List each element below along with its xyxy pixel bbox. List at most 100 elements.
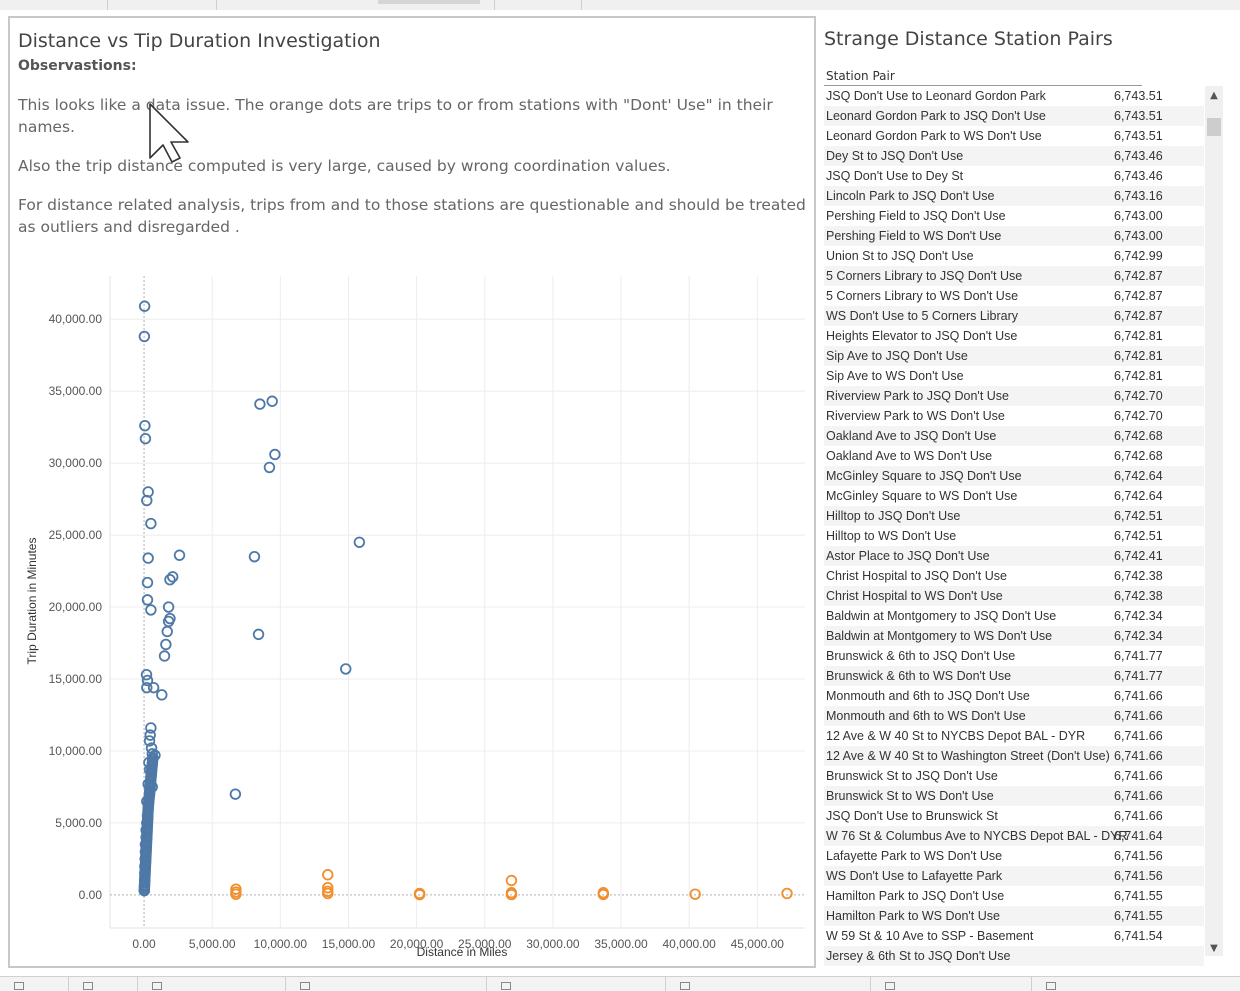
- scatter-point[interactable]: [160, 638, 172, 651]
- sheet-tab[interactable]: [69, 977, 138, 991]
- scatter-point[interactable]: [145, 517, 157, 530]
- table-row[interactable]: Pershing Field to WS Don't Use 6,743.00: [824, 226, 1204, 246]
- table-row[interactable]: Oakland Ave to WS Don't Use 6,742.68: [824, 446, 1204, 466]
- table-row[interactable]: Jersey & 6th St to JSQ Don't Use: [824, 946, 1204, 966]
- table-row[interactable]: Christ Hospital to JSQ Don't Use 6,742.38: [824, 566, 1204, 586]
- scatter-point[interactable]: [141, 795, 153, 808]
- table-row[interactable]: Union St to JSQ Don't Use 6,742.99: [824, 246, 1204, 266]
- scatter-point[interactable]: [144, 729, 156, 741]
- sheet-tab[interactable]: [286, 977, 487, 991]
- scatter-point[interactable]: [322, 887, 334, 900]
- table-row[interactable]: 12 Ave & W 40 St to Washington Street (D…: [824, 746, 1204, 766]
- scatter-point[interactable]: [142, 552, 154, 564]
- scatter-point[interactable]: [149, 749, 161, 761]
- table-row[interactable]: McGinley Square to JSQ Don't Use 6,742.64: [824, 466, 1204, 486]
- scatter-point[interactable]: [141, 810, 154, 822]
- table-row[interactable]: W 59 St & 10 Ave to SSP - Basement 6,741.…: [824, 926, 1204, 946]
- sheet-tab[interactable]: [0, 977, 69, 991]
- table-row[interactable]: Hilltop to JSQ Don't Use 6,742.51: [824, 506, 1204, 526]
- scatter-point[interactable]: [138, 880, 151, 892]
- scatter-point[interactable]: [142, 802, 154, 815]
- scatter-point[interactable]: [141, 576, 154, 589]
- scatter-point[interactable]: [140, 831, 152, 844]
- table-row[interactable]: Heights Elevator to JSQ Don't Use 6,742.8…: [824, 326, 1204, 346]
- chevron-up-icon[interactable]: ▲: [1210, 90, 1218, 101]
- table-row[interactable]: Hamilton Park to WS Don't Use 6,741.55: [824, 906, 1204, 926]
- table-row[interactable]: McGinley Square to WS Don't Use 6,742.64: [824, 486, 1204, 506]
- table-row[interactable]: Dey St to JSQ Don't Use 6,743.46: [824, 146, 1204, 166]
- scatter-point[interactable]: [141, 594, 154, 606]
- scatter-point[interactable]: [139, 867, 151, 880]
- table-row[interactable]: Monmouth and 6th to WS Don't Use 6,741.66: [824, 706, 1204, 726]
- table-row[interactable]: Leonard Gordon Park to JSQ Don't Use 6,74…: [824, 106, 1204, 126]
- table-row[interactable]: Brunswick St to WS Don't Use 6,741.66: [824, 786, 1204, 806]
- scatter-point[interactable]: [597, 888, 610, 901]
- scatter-point[interactable]: [140, 668, 153, 681]
- scatter-point[interactable]: [139, 846, 152, 858]
- top-tab[interactable]: [217, 0, 495, 10]
- table-row[interactable]: Brunswick & 6th to WS Don't Use 6,741.77: [824, 666, 1204, 686]
- scroll-thumb[interactable]: [1207, 118, 1221, 136]
- sheet-tab[interactable]: [1032, 977, 1240, 991]
- table-row[interactable]: JSQ Don't Use to Brunswick St 6,741.66: [824, 806, 1204, 826]
- top-tab[interactable]: [108, 0, 217, 10]
- table-row[interactable]: Brunswick St to JSQ Don't Use 6,741.66: [824, 766, 1204, 786]
- table-row[interactable]: JSQ Don't Use to Leonard Gordon Park 6,74…: [824, 86, 1204, 106]
- table-row[interactable]: Leonard Gordon Park to WS Don't Use 6,743…: [824, 126, 1204, 146]
- scatter-point[interactable]: [139, 432, 152, 445]
- scatter-point[interactable]: [143, 735, 156, 747]
- scatter-point[interactable]: [141, 674, 154, 687]
- scatter-point[interactable]: [140, 824, 152, 836]
- table-row[interactable]: 5 Corners Library to JSQ Don't Use 6,742.…: [824, 266, 1204, 286]
- table-row[interactable]: Baldwin at Montgomery to WS Don't Use 6,7…: [824, 626, 1204, 646]
- sheet-tab[interactable]: [487, 977, 666, 991]
- table-row[interactable]: Riverview Park to WS Don't Use 6,742.70: [824, 406, 1204, 426]
- table-row[interactable]: Pershing Field to JSQ Don't Use 6,743.00: [824, 206, 1204, 226]
- table-row[interactable]: Riverview Park to JSQ Don't Use 6,742.70: [824, 386, 1204, 406]
- scatter-point[interactable]: [161, 625, 173, 638]
- sheet-tab[interactable]: [666, 977, 871, 991]
- table-row[interactable]: Lincoln Park to JSQ Don't Use 6,743.16: [824, 186, 1204, 206]
- scatter-point[interactable]: [145, 604, 157, 616]
- table-row[interactable]: Monmouth and 6th to JSQ Don't Use 6,741.6…: [824, 686, 1204, 706]
- scatter-point[interactable]: [269, 448, 281, 461]
- top-tab[interactable]: [0, 0, 108, 10]
- scatter-point[interactable]: [139, 838, 152, 851]
- scatter-point[interactable]: [141, 817, 153, 829]
- top-tab-selected[interactable]: [378, 0, 480, 4]
- table-row[interactable]: Christ Hospital to WS Don't Use 6,742.38: [824, 586, 1204, 606]
- scatter-point[interactable]: [164, 573, 176, 586]
- table-row[interactable]: Astor Place to JSQ Don't Use 6,742.41: [824, 546, 1204, 566]
- table-row[interactable]: WS Don't Use to Lafayette Park 6,741.56: [824, 866, 1204, 886]
- scatter-point[interactable]: [266, 395, 278, 407]
- scatter-point[interactable]: [145, 722, 157, 734]
- table-row[interactable]: Hilltop to WS Don't Use 6,742.51: [824, 526, 1204, 546]
- scatter-point[interactable]: [156, 689, 168, 701]
- table-row[interactable]: WS Don't Use to 5 Corners Library 6,742.8…: [824, 306, 1204, 326]
- scatter-point[interactable]: [143, 763, 156, 776]
- scatter-point[interactable]: [353, 536, 366, 548]
- scatter-point[interactable]: [505, 888, 518, 901]
- table-row[interactable]: Sip Ave to WS Don't Use 6,742.81: [824, 366, 1204, 386]
- scatter-point[interactable]: [162, 601, 175, 613]
- table-row[interactable]: JSQ Don't Use to Dey St 6,743.46: [824, 166, 1204, 186]
- column-header-station-pair[interactable]: Station Pair: [826, 69, 895, 83]
- scatter-point[interactable]: [689, 888, 701, 900]
- station-pairs-table[interactable]: JSQ Don't Use to Leonard Gordon Park 6,74…: [824, 86, 1204, 966]
- table-row[interactable]: Baldwin at Montgomery to JSQ Don't Use 6,…: [824, 606, 1204, 626]
- table-row[interactable]: Oakland Ave to JSQ Don't Use 6,742.68: [824, 426, 1204, 446]
- top-tab[interactable]: [495, 0, 582, 10]
- table-row[interactable]: Sip Ave to JSQ Don't Use 6,742.81: [824, 346, 1204, 366]
- table-row[interactable]: 5 Corners Library to WS Don't Use 6,742.8…: [824, 286, 1204, 306]
- scatter-point[interactable]: [229, 788, 242, 800]
- scatter-point[interactable]: [139, 853, 151, 865]
- scatter-point[interactable]: [781, 887, 793, 900]
- scatter-chart[interactable]: 0.00 5,000.00 10,000.00 15,000.00 20,000.00 2…: [10, 256, 814, 966]
- scatter-point[interactable]: [173, 549, 186, 561]
- scatter-point[interactable]: [146, 781, 158, 793]
- chevron-down-icon[interactable]: ▼: [1210, 943, 1218, 954]
- scatter-point[interactable]: [138, 300, 151, 312]
- table-row[interactable]: Hamilton Park to JSQ Don't Use 6,741.55: [824, 886, 1204, 906]
- sheet-tab[interactable]: [138, 977, 286, 991]
- scatter-point[interactable]: [413, 888, 426, 901]
